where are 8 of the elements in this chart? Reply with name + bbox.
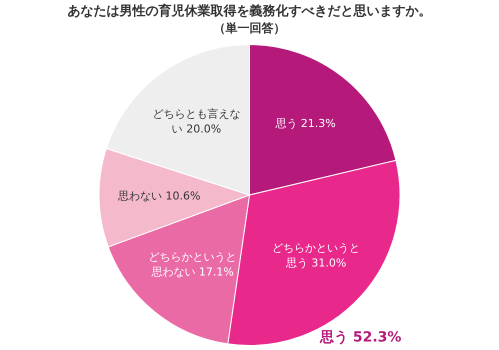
slice-label: 思わない 10.6%	[116, 190, 200, 203]
text: 思う 52.3%	[319, 330, 402, 346]
chart-subtitle: （単一回答）	[214, 20, 286, 35]
slice-label: どちらかというと思わない 17.1%	[148, 250, 237, 278]
chart-title: あなたは男性の育児休業取得を義務化すべきだと思いますか。	[68, 3, 432, 20]
slice-label: 思う 21.3%	[274, 117, 336, 130]
slice-label: どちらかというと思う 31.0%	[272, 241, 360, 270]
slice-label: どちらとも言えない 20.0%	[152, 107, 240, 136]
